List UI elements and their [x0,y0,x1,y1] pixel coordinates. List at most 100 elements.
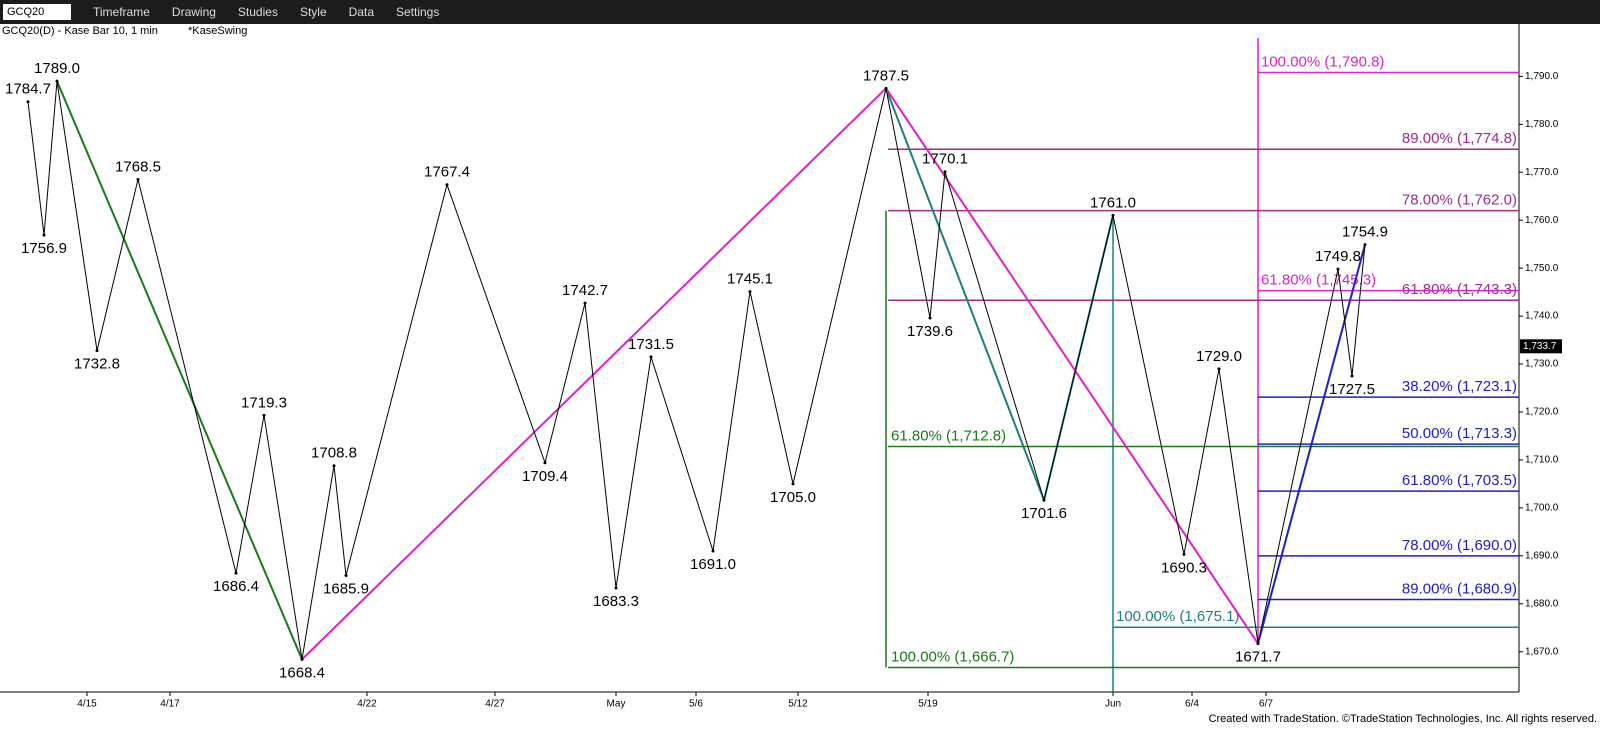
swing-label: 1671.7 [1235,649,1281,666]
swing-label: 1768.5 [115,158,161,175]
swing-label: 1690.3 [1161,559,1207,576]
y-tick-label: 1,680.0 [1525,598,1559,609]
swing-label: 1686.4 [213,578,259,595]
y-tick-label: 1,770.0 [1525,167,1559,178]
x-tick-label: 4/17 [160,699,180,710]
swing-label: 1739.6 [907,323,953,340]
trend-line [885,87,1045,501]
swing-point [928,316,932,320]
fib-label: 61.80% (1,743.3) [1402,281,1517,298]
swing-point [1111,213,1115,217]
fib-label: 89.00% (1,680.9) [1402,580,1517,597]
swing-label: 1770.1 [922,151,968,168]
swing-point [614,586,618,590]
last-price-box [1520,339,1562,354]
swing-point [26,100,30,104]
toolbar-menu[interactable]: Studies [237,5,278,19]
swing-point [445,183,449,187]
toolbar-menu[interactable]: Style [299,5,327,19]
swing-point [42,233,46,237]
swing-label: 1742.7 [562,282,608,299]
y-tick-label: 1,720.0 [1525,407,1559,418]
symbol-input[interactable]: GCQ20 [3,4,71,20]
toolbar-menu[interactable]: Data [348,5,374,19]
y-tick-label: 1,790.0 [1525,71,1559,82]
swing-label: 1756.9 [21,240,67,257]
chart-title: GCQ20(D) - Kase Bar 10, 1 min [2,25,158,37]
y-tick-label: 1,700.0 [1525,503,1559,514]
swing-label: 1745.1 [727,271,773,288]
toolbar-menu[interactable]: Drawing [171,5,216,19]
x-tick-label: May [607,699,626,710]
swing-label: 1685.9 [323,580,369,597]
swing-label: 1705.0 [770,489,816,506]
y-tick-label: 1,670.0 [1525,646,1559,657]
y-tick-label: 1,730.0 [1525,359,1559,370]
swing-label: 1729.0 [1196,348,1242,365]
swing-point [943,170,947,174]
swing-label: 1683.3 [593,593,639,610]
swing-point [234,571,238,575]
swing-label: 1767.4 [424,164,470,181]
swing-point [791,482,795,486]
swing-point [748,290,752,294]
swing-point [1182,552,1186,556]
swing-label: 1719.3 [241,394,287,411]
swing-point [300,657,304,661]
fib-label: 89.00% (1,774.8) [1402,130,1517,147]
swing-label: 1761.0 [1090,194,1136,211]
swing-label: 1709.4 [522,468,568,485]
fib-label: 100.00% (1,675.1) [1116,608,1239,625]
swing-point [1350,374,1354,378]
swing-label: 1789.0 [34,60,80,77]
swing-label: 1731.5 [628,336,674,353]
toolbar-menu[interactable]: Settings [396,5,440,19]
fib-label: 61.80% (1,703.5) [1402,472,1517,489]
swing-point [1042,498,1046,502]
x-tick-label: 4/15 [77,699,97,710]
fib-label: 38.20% (1,723.1) [1402,378,1517,395]
swing-point [1256,642,1260,646]
x-tick-label: 6/4 [1185,699,1199,710]
y-tick-label: 1,760.0 [1525,215,1559,226]
swing-label: 1749.8 [1315,248,1361,265]
swing-point [1217,367,1221,371]
swing-label: 1754.9 [1342,224,1388,241]
swing-point [95,349,99,353]
x-tick-label: 6/7 [1259,699,1273,710]
swing-label: 1701.6 [1021,505,1067,522]
fib-label: 61.80% (1,745.3) [1261,272,1376,289]
trend-line [301,87,887,661]
fib-label: 50.00% (1,713.3) [1402,425,1517,442]
y-tick-label: 1,750.0 [1525,263,1559,274]
swing-point [332,464,336,468]
swing-label: 1727.5 [1329,381,1375,398]
fib-label: 100.00% (1,790.8) [1261,53,1384,70]
x-tick-label: 5/12 [788,699,808,710]
y-tick-label: 1,740.0 [1525,311,1559,322]
swing-point [1363,243,1367,247]
fib-label: 78.00% (1,690.0) [1402,537,1517,554]
fib-label: 61.80% (1,712.8) [891,427,1006,444]
swing-label: 1691.0 [690,556,736,573]
trend-line [1257,244,1366,644]
swing-label: 1732.8 [74,356,120,373]
swing-point [649,355,653,359]
fib-label: 78.00% (1,762.0) [1402,192,1517,209]
y-tick-label: 1,710.0 [1525,455,1559,466]
swing-label: 1668.4 [279,664,325,681]
trend-line [56,80,303,660]
last-price-label: 1,733.7 [1523,341,1557,352]
swing-point [344,573,348,577]
toolbar: GCQ20 Timeframe Drawing Studies Style Data Se… [0,0,1600,24]
x-tick-label: 5/19 [918,699,938,710]
x-tick-label: 4/27 [485,699,505,710]
swing-point [884,86,888,90]
swing-label: 1708.8 [311,445,357,462]
x-tick-label: 5/6 [689,699,703,710]
swing-point [262,413,266,417]
y-tick-label: 1,690.0 [1525,550,1559,561]
toolbar-menu[interactable]: Timeframe [93,5,150,19]
